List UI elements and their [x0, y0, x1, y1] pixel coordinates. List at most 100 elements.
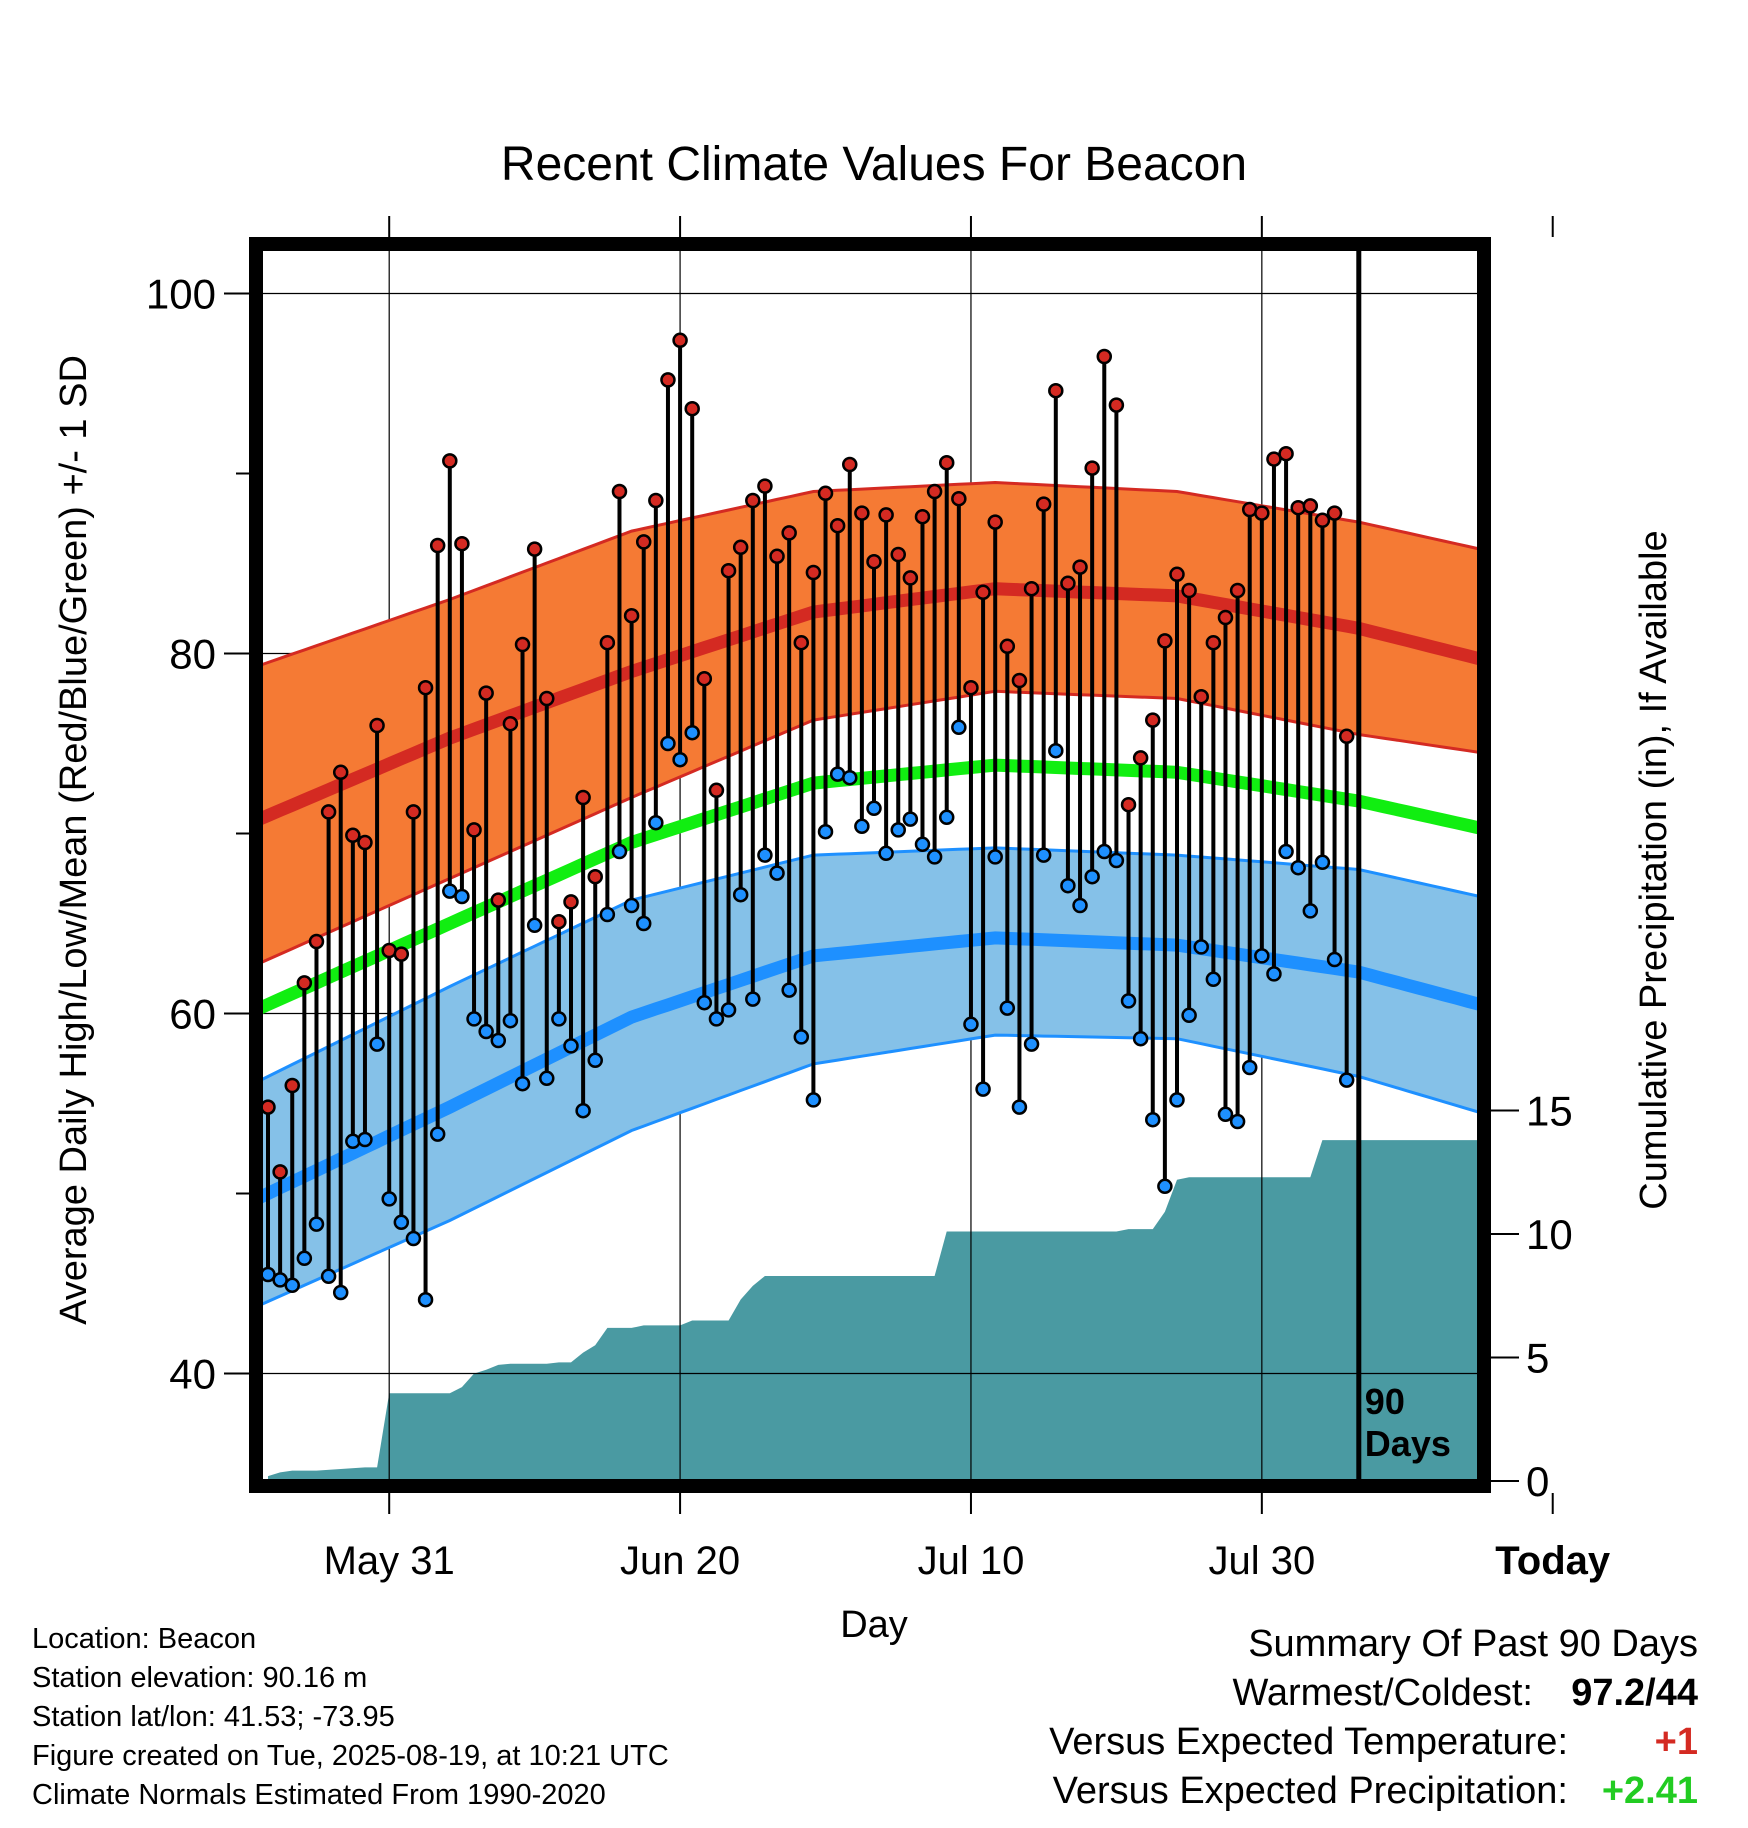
plot-content	[256, 244, 1484, 1486]
high-point	[951, 490, 967, 507]
low-point	[769, 865, 785, 881]
high-point	[672, 332, 688, 349]
low-point	[623, 897, 640, 914]
high-point	[817, 485, 834, 502]
high-point	[1181, 582, 1197, 599]
low-point	[696, 994, 713, 1011]
low-point	[1157, 1178, 1173, 1195]
low-point	[902, 811, 919, 827]
low-point	[308, 1216, 325, 1232]
low-sd-lower-line	[256, 1033, 1481, 1309]
low-point	[539, 1070, 555, 1087]
high-point	[793, 634, 810, 651]
low-point	[1060, 877, 1076, 894]
high-point	[902, 570, 919, 586]
low-point	[720, 1002, 737, 1018]
low-point	[951, 719, 967, 736]
low-point	[1035, 847, 1052, 863]
high-point	[1338, 728, 1355, 745]
low-point	[793, 1029, 810, 1045]
station-elevation: Station elevation: 90.16 m	[32, 1662, 368, 1694]
summary-warmest-coldest: Warmest/Coldest: 97.2/44	[1049, 1669, 1698, 1718]
plot-frame	[249, 237, 1491, 1493]
low-point	[914, 836, 931, 853]
low-point	[999, 1000, 1016, 1016]
high-point	[1132, 750, 1149, 766]
low-point	[672, 751, 688, 768]
low-point	[1278, 843, 1294, 860]
x-tick-label: Today	[1495, 1539, 1611, 1583]
high-point	[490, 892, 507, 908]
high-point	[1302, 498, 1319, 514]
low-point	[635, 915, 652, 932]
high-point	[1035, 496, 1052, 512]
low-point	[272, 1272, 288, 1288]
low-point	[854, 818, 870, 835]
high-point	[732, 539, 749, 556]
high-point	[1145, 712, 1161, 728]
high-point	[272, 1164, 288, 1180]
low-point	[648, 814, 664, 831]
high-point	[975, 584, 991, 601]
high-point	[454, 535, 470, 552]
high-point	[478, 685, 494, 701]
high-point	[1193, 688, 1209, 705]
temp-label: Versus Expected Temperature:	[1049, 1721, 1568, 1763]
high-point	[1023, 580, 1040, 597]
high-point	[781, 525, 797, 541]
summary-temperature: Versus Expected Temperature: +1	[1049, 1718, 1698, 1767]
high-point	[720, 562, 737, 579]
low-point	[987, 849, 1003, 865]
low-point	[1254, 948, 1270, 964]
high-point	[1278, 445, 1294, 462]
low-point	[660, 735, 676, 752]
high-point	[345, 827, 361, 844]
high-point	[866, 553, 882, 570]
low-point	[417, 1291, 434, 1308]
high-point	[1169, 566, 1185, 583]
normals-period: Climate Normals Estimated From 1990-2020	[32, 1779, 606, 1811]
high-point	[745, 492, 761, 509]
low-point	[466, 1011, 482, 1027]
high-sd-lower-line	[256, 689, 1481, 967]
low-point	[357, 1131, 373, 1148]
low-point	[575, 1102, 591, 1119]
high-point	[1060, 575, 1076, 592]
low-point	[708, 1011, 725, 1027]
low-point	[1120, 993, 1137, 1009]
high-point	[526, 541, 543, 557]
high-point	[635, 534, 652, 550]
low-point	[781, 982, 797, 998]
high-point	[987, 514, 1003, 530]
low-point	[866, 800, 882, 817]
high-point	[769, 548, 785, 565]
high-point	[539, 690, 555, 707]
low-sd-upper-line	[256, 846, 1481, 1084]
low-point	[526, 917, 543, 934]
low-point	[975, 1081, 991, 1097]
high-point	[660, 372, 676, 388]
low-point	[405, 1230, 422, 1247]
high-point	[1084, 460, 1100, 476]
high-point	[1120, 796, 1137, 813]
x-tick-label: May 31	[324, 1539, 455, 1583]
high-point	[684, 400, 700, 417]
low-point	[284, 1277, 300, 1294]
low-point	[938, 809, 955, 826]
low-point	[429, 1126, 446, 1142]
low-point	[1048, 742, 1064, 759]
high-point	[551, 913, 567, 930]
high-point	[1048, 382, 1064, 399]
y2-tick-label: 10	[1526, 1211, 1573, 1258]
low-point	[1302, 903, 1319, 919]
high-point	[878, 507, 894, 523]
high-point	[926, 483, 943, 500]
high-point	[1217, 609, 1234, 626]
y-tick-label: 100	[146, 271, 216, 318]
station-info: Location: Beacon Station elevation: 90.1…	[32, 1620, 669, 1815]
high-point	[757, 478, 773, 494]
low-point	[1193, 939, 1209, 955]
temp-value: +1	[1654, 1721, 1698, 1763]
high-point	[575, 789, 591, 806]
high-point	[696, 670, 713, 687]
